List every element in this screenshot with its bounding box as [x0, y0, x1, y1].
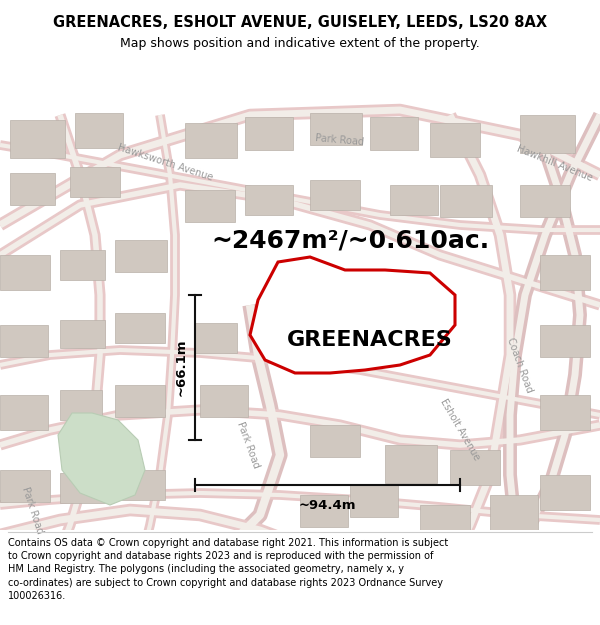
Bar — [540, 475, 590, 510]
Text: GREENACRES: GREENACRES — [287, 330, 453, 350]
Text: ~66.1m: ~66.1m — [175, 339, 187, 396]
Text: Hawksworth Avenue: Hawksworth Avenue — [116, 143, 214, 183]
Bar — [540, 545, 590, 580]
Bar — [115, 470, 165, 500]
Bar — [385, 445, 437, 483]
Text: Coach Road: Coach Road — [505, 336, 535, 394]
Bar — [60, 390, 102, 420]
Bar — [195, 323, 237, 353]
Bar — [380, 555, 430, 590]
Text: Map shows position and indicative extent of the property.: Map shows position and indicative extent… — [120, 38, 480, 51]
Bar — [140, 550, 188, 585]
Bar — [420, 505, 470, 540]
Bar — [60, 320, 105, 348]
Bar — [490, 495, 538, 530]
Text: ~94.4m: ~94.4m — [299, 499, 356, 512]
Bar — [60, 545, 105, 580]
Bar — [310, 113, 362, 145]
Polygon shape — [58, 413, 145, 505]
Text: ~2467m²/~0.610ac.: ~2467m²/~0.610ac. — [211, 228, 489, 252]
Bar — [185, 190, 235, 222]
Bar — [310, 425, 360, 457]
Text: Park Road: Park Road — [20, 485, 44, 535]
Bar — [245, 117, 293, 150]
Bar — [60, 250, 105, 280]
Bar — [520, 185, 570, 217]
Bar — [75, 113, 123, 148]
Bar — [0, 470, 50, 502]
Bar — [220, 555, 268, 590]
Text: GREENACRES, ESHOLT AVENUE, GUISELEY, LEEDS, LS20 8AX: GREENACRES, ESHOLT AVENUE, GUISELEY, LEE… — [53, 16, 547, 31]
Bar — [430, 123, 480, 157]
Bar — [540, 325, 590, 357]
Bar — [115, 385, 165, 417]
Text: Park Road: Park Road — [315, 133, 365, 147]
Bar — [0, 325, 48, 357]
Bar — [0, 545, 50, 580]
Bar — [0, 395, 48, 430]
Bar — [350, 485, 398, 517]
Bar — [115, 240, 167, 272]
Bar — [300, 495, 348, 527]
Bar — [10, 173, 55, 205]
Bar — [390, 185, 438, 215]
Bar — [185, 123, 237, 158]
Text: Contains OS data © Crown copyright and database right 2021. This information is : Contains OS data © Crown copyright and d… — [8, 538, 448, 601]
Bar — [370, 117, 418, 150]
Polygon shape — [250, 257, 455, 373]
Text: Hawkhill Avenue: Hawkhill Avenue — [515, 143, 595, 182]
Bar — [300, 560, 348, 595]
Bar — [520, 115, 575, 153]
Bar — [460, 545, 508, 580]
Bar — [70, 167, 120, 197]
Bar — [200, 385, 248, 417]
Bar — [60, 473, 105, 503]
Bar — [440, 185, 492, 217]
Bar — [310, 180, 360, 210]
Bar — [0, 255, 50, 290]
Bar — [245, 185, 293, 215]
Bar — [540, 255, 590, 290]
Text: Park Road: Park Road — [235, 421, 261, 469]
Text: Esholt Avenue: Esholt Avenue — [439, 398, 482, 462]
Bar — [450, 450, 500, 485]
Bar — [115, 313, 165, 343]
Bar — [540, 395, 590, 430]
Bar — [10, 120, 65, 158]
